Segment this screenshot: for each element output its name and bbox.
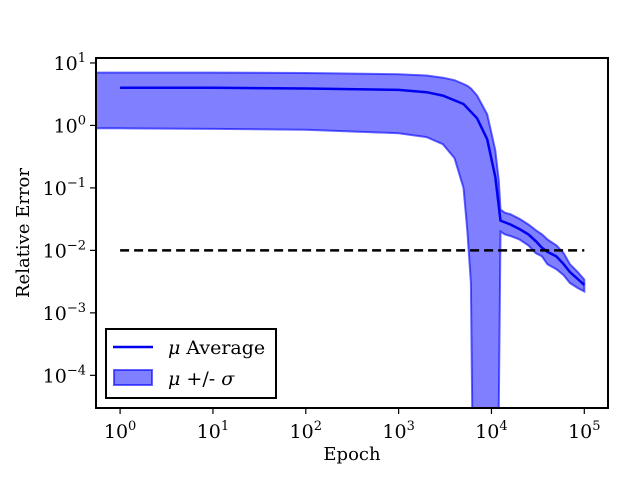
legend-label-band: μ +/- σ xyxy=(168,368,235,390)
error-band-layer xyxy=(95,71,586,409)
x-tick-label: 103 xyxy=(382,419,414,443)
average-line xyxy=(120,86,586,286)
y-tick-label: 10−2 xyxy=(43,238,86,262)
legend-box xyxy=(105,328,277,399)
y-tick-label: 10−3 xyxy=(43,301,86,325)
average-line-layer xyxy=(120,86,586,286)
y-tick-label: 101 xyxy=(54,51,86,75)
plot-frame xyxy=(95,57,609,409)
x-tick-label: 104 xyxy=(475,419,507,443)
legend-patch-swatch xyxy=(113,369,153,386)
legend-label-average: μ Average xyxy=(168,337,265,359)
y-tick-label: 10−4 xyxy=(43,363,86,387)
x-tick-label: 100 xyxy=(104,419,136,443)
y-tick-label: 10−1 xyxy=(43,176,86,200)
x-axis-ticks: 100 101 102 103 104 105 xyxy=(104,408,601,443)
x-axis-title: Epoch xyxy=(323,444,381,465)
x-tick-label: 102 xyxy=(290,419,322,443)
legend: μ Average μ +/- σ xyxy=(105,328,277,399)
y-axis-title: Relative Error xyxy=(13,168,34,298)
error-band xyxy=(95,71,586,409)
x-tick-label: 105 xyxy=(568,419,600,443)
y-axis-ticks: 101 100 10−1 10−2 10−3 10−4 xyxy=(43,51,96,387)
y-tick-label: 100 xyxy=(54,113,86,137)
x-tick-label: 101 xyxy=(197,419,229,443)
